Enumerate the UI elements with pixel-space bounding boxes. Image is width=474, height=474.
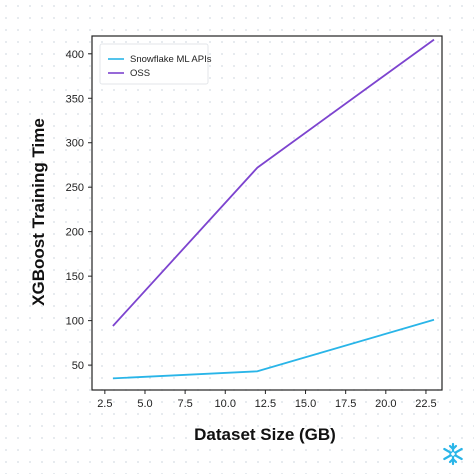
y-tick-label: 50 bbox=[72, 360, 84, 372]
x-tick-label: 7.5 bbox=[177, 398, 192, 410]
x-tick-label: 2.5 bbox=[97, 398, 112, 410]
series-line-snowflake bbox=[112, 318, 435, 380]
series-line-oss bbox=[112, 38, 435, 327]
y-tick-label: 350 bbox=[66, 93, 84, 105]
x-tick-label: 20.0 bbox=[375, 398, 396, 410]
y-tick-label: 150 bbox=[66, 271, 84, 283]
legend-label-snowflake: Snowflake ML APIs bbox=[130, 54, 212, 65]
x-axis-title: Dataset Size (GB) bbox=[194, 425, 336, 444]
x-tick-label: 15.0 bbox=[295, 398, 316, 410]
x-tick-label: 17.5 bbox=[335, 398, 356, 410]
x-tick-label: 22.5 bbox=[415, 398, 436, 410]
y-tick-label: 250 bbox=[66, 182, 84, 194]
legend-box bbox=[99, 43, 209, 85]
y-axis-title: XGBoost Training Time bbox=[29, 118, 48, 306]
plot-border bbox=[91, 35, 443, 391]
y-axis-ticks: 50 100 150 200 250 300 350 400 bbox=[66, 49, 92, 372]
y-tick-label: 300 bbox=[66, 138, 84, 150]
legend-label-oss: OSS bbox=[130, 68, 150, 79]
plot-area bbox=[91, 35, 443, 391]
x-tick-label: 12.5 bbox=[255, 398, 276, 410]
legend: Snowflake ML APIs OSS bbox=[99, 43, 212, 85]
y-tick-label: 200 bbox=[66, 227, 84, 239]
y-tick-label: 100 bbox=[66, 316, 84, 328]
y-tick-label: 400 bbox=[66, 49, 84, 61]
snowflake-icon bbox=[443, 442, 463, 466]
series-lines bbox=[112, 38, 435, 380]
x-axis-ticks: 2.5 5.0 7.5 10.0 12.5 15.0 17.5 20.0 22.5 bbox=[97, 390, 437, 410]
x-tick-label: 10.0 bbox=[215, 398, 236, 410]
x-tick-label: 5.0 bbox=[137, 398, 152, 410]
